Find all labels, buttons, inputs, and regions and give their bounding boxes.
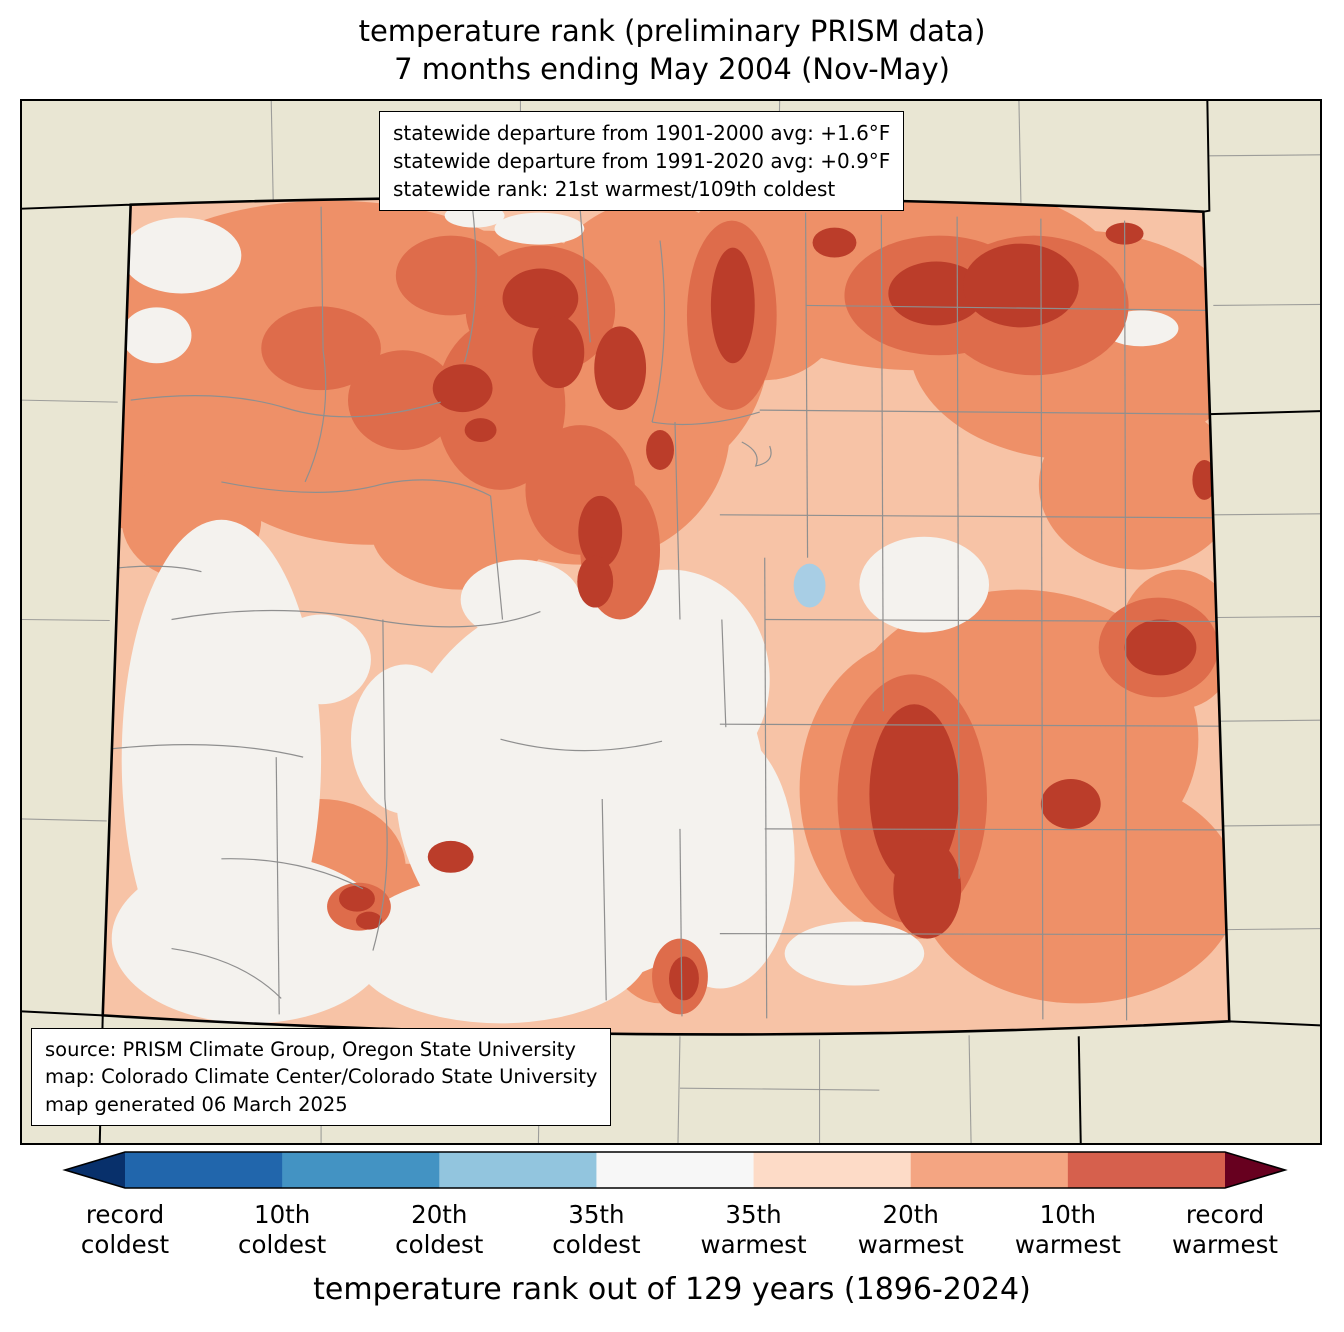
colorbar-tick-line: warmest [1171,1229,1279,1259]
colorbar-arrow-left [65,1152,125,1188]
colorbar-tick-line: 35th [725,1200,782,1229]
colorbar-tick-line: coldest [80,1229,170,1259]
stats-line-3: statewide rank: 21st warmest/109th colde… [393,177,836,201]
colorbar-tick-line: coldest [238,1229,327,1259]
colorbar-tick-label: 35th warmest [701,1200,807,1260]
colorbar-tick-line: record [85,1200,165,1229]
source-line-3: map generated 06 March 2025 [45,1092,348,1116]
colorbar-tick-label: 20th warmest [858,1200,964,1260]
colorbar-segment [596,1152,755,1188]
county-lines [104,206,1226,1021]
colorbar-tick-line: warmest [700,1229,807,1259]
colorbar-outline [62,1151,1288,1189]
source-box: source: PRISM Climate Group, Oregon Stat… [31,1028,612,1126]
colorbar-segment [910,1152,1069,1188]
stats-line-1: statewide departure from 1901-2000 avg: … [393,121,891,145]
map-panel: statewide departure from 1901-2000 avg: … [20,99,1322,1145]
colorbar-tick-line: 10th [253,1200,311,1229]
figure-title: temperature rank (preliminary PRISM data… [0,12,1344,89]
colorbar-arrow-right [1225,1152,1285,1188]
colorbar-tick-label: 10th coldest [238,1200,326,1260]
colorbar-segment [1067,1152,1226,1188]
colorbar-tick-line: coldest [395,1229,484,1259]
colorbar-tick-line: warmest [1014,1229,1121,1259]
colorbar-tick-label: 35th coldest [552,1200,640,1260]
title-line-1: temperature rank (preliminary PRISM data… [358,14,986,48]
colorbar-segment [125,1152,283,1188]
colorbar-segment [282,1152,440,1188]
colorbar-tick-line: record [1185,1200,1265,1229]
colorado-map-svg [22,101,1320,1143]
colorbar-tick-line: 20th [411,1200,468,1229]
colorbar-tick-line: 10th [1039,1200,1096,1229]
colorbar-segment [439,1152,597,1188]
colorbar-tick-label: record coldest [81,1200,169,1260]
colorbar-tick-label: record warmest [1172,1200,1278,1260]
source-line-2: map: Colorado Climate Center/Colorado St… [45,1065,598,1089]
colorbar-segment [753,1152,912,1188]
colorbar-svg [62,1151,1288,1189]
colorbar-tick-label: 10th warmest [1015,1200,1121,1260]
stats-box: statewide departure from 1901-2000 avg: … [379,111,905,211]
colorbar-tick-label: 20th coldest [395,1200,483,1260]
stats-line-2: statewide departure from 1991-2020 avg: … [393,149,891,173]
colorbar-tick-line: coldest [552,1229,641,1259]
title-line-2: 7 months ending May 2004 (Nov-May) [394,52,950,87]
colorbar [0,1148,1344,1194]
cool-spot [793,563,826,608]
source-line-1: source: PRISM Climate Group, Oregon Stat… [45,1038,576,1062]
colorbar-tick-labels: record coldest 10th coldest 20th coldest 35th c… [0,1200,1344,1266]
colorbar-tick-line: 20th [882,1200,939,1229]
colorbar-axis-label: temperature rank out of 129 years (1896-… [313,1272,1031,1307]
colorbar-tick-line: warmest [857,1229,964,1259]
colorbar-tick-line: 35th [568,1200,625,1229]
